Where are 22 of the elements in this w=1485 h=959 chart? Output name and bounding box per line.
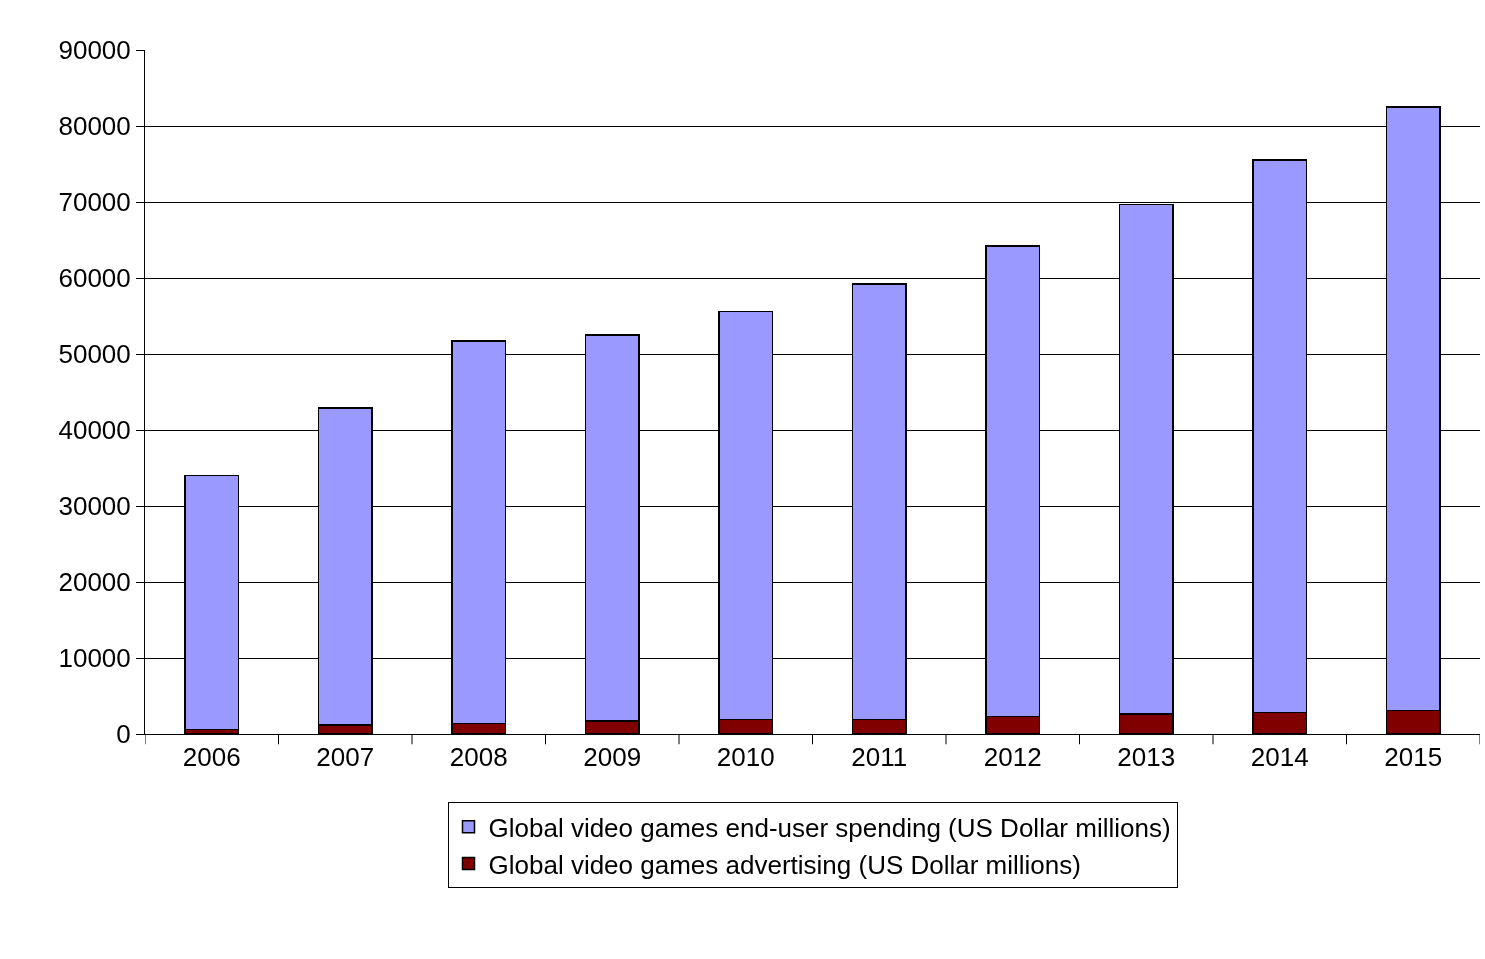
x-tick-label: 2014 — [1250, 742, 1309, 773]
y-tick-label: 60000 — [58, 263, 131, 294]
y-tick-label: 30000 — [58, 491, 131, 522]
x-tick-label: 2013 — [1117, 742, 1176, 773]
y-tick-label: 0 — [116, 719, 131, 750]
x-tick-label: 2012 — [983, 742, 1042, 773]
legend-label: Global video games end-user spending (US Dollar millions) — [488, 812, 1171, 843]
y-tick-label: 50000 — [58, 339, 131, 370]
legend-label: Global video games advertising (US Dollar millions) — [488, 849, 1081, 880]
x-tick-label: 2010 — [716, 742, 775, 773]
x-tick-label: 2006 — [182, 742, 241, 773]
x-tick-label: 2015 — [1384, 742, 1443, 773]
x-tick-label: 2008 — [449, 742, 508, 773]
x-tick-label: 2007 — [316, 742, 375, 773]
y-tick-label: 10000 — [58, 643, 131, 674]
y-tick-label: 90000 — [58, 35, 131, 66]
y-tick-label: 20000 — [58, 567, 131, 598]
x-tick-label: 2011 — [851, 742, 908, 773]
y-tick-label: 80000 — [58, 111, 131, 142]
y-tick-label: 40000 — [58, 415, 131, 446]
x-tick-label: 2009 — [583, 742, 642, 773]
y-tick-label: 70000 — [58, 187, 131, 218]
